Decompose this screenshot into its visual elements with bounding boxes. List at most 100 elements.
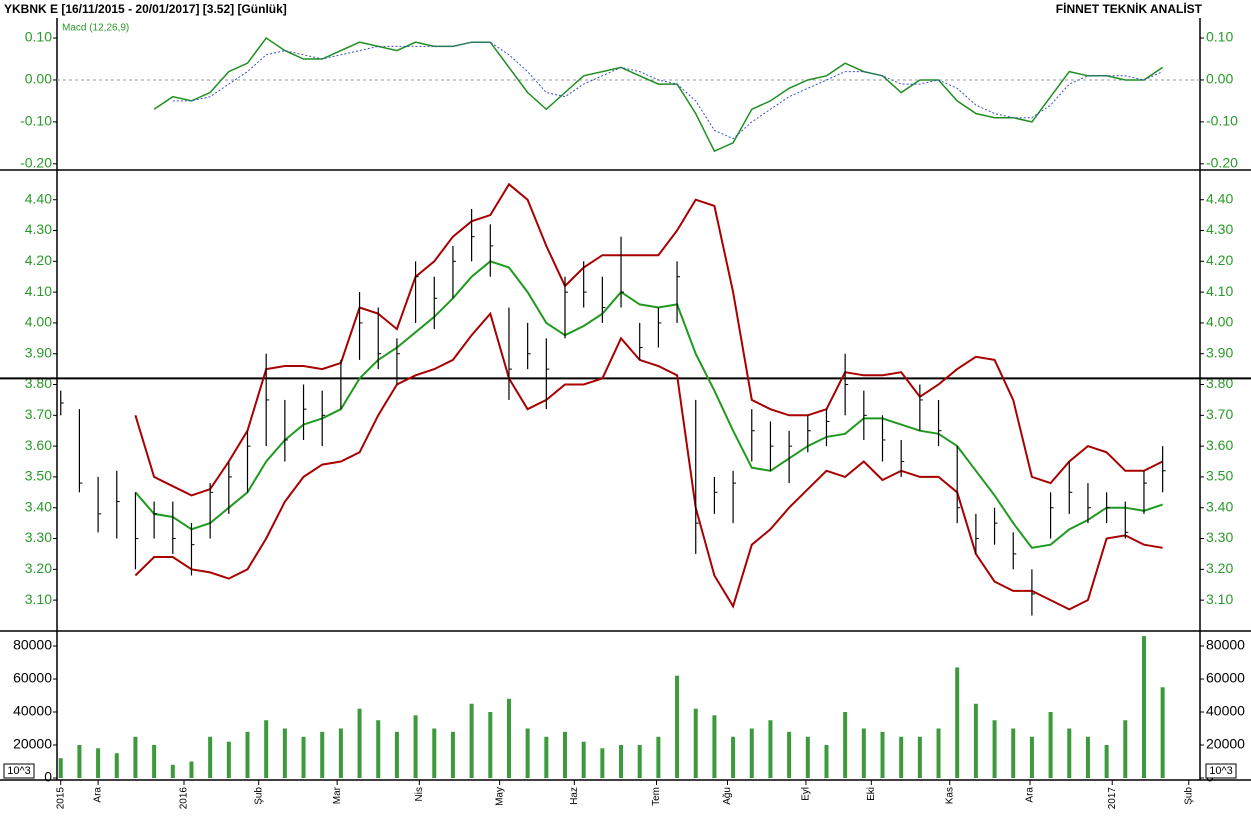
y-tick-label: 3.90 bbox=[25, 344, 52, 360]
band-line bbox=[134, 182, 1164, 497]
volume-bar bbox=[170, 764, 175, 778]
x-tick-label: Ara bbox=[1025, 787, 1036, 803]
volume-bar bbox=[245, 731, 250, 778]
y-tick-label: 4.10 bbox=[1206, 283, 1233, 299]
volume-bar bbox=[469, 703, 474, 778]
volume-bar bbox=[394, 731, 399, 778]
y-tick-label: 3.60 bbox=[25, 437, 52, 453]
y-tick-label: 0.00 bbox=[1206, 71, 1233, 87]
x-tick-label: Eki bbox=[866, 787, 877, 801]
volume-bar bbox=[1104, 745, 1109, 778]
volume-bar bbox=[899, 736, 904, 778]
x-tick-label: Mar bbox=[332, 786, 343, 804]
y-tick-label: 3.70 bbox=[25, 406, 52, 422]
y-tick-label: 4.30 bbox=[25, 221, 52, 237]
y-tick-label: 4.10 bbox=[25, 283, 52, 299]
x-tick-label: Şub bbox=[253, 787, 264, 805]
volume-bar bbox=[824, 745, 829, 778]
volume-bar bbox=[600, 748, 605, 778]
volume-bar bbox=[432, 728, 437, 778]
y-tick-label: 3.30 bbox=[1206, 529, 1233, 545]
volume-bar bbox=[581, 741, 586, 778]
volume-bar bbox=[544, 736, 549, 778]
volume-bar bbox=[619, 745, 624, 778]
y-tick-label: 3.10 bbox=[1206, 591, 1233, 607]
volume-bar bbox=[189, 761, 194, 778]
x-tick-label: Tem bbox=[651, 787, 662, 806]
volume-bar bbox=[749, 728, 754, 778]
volume-bar bbox=[712, 715, 717, 778]
y-tick-label: 4.30 bbox=[1206, 221, 1233, 237]
y-tick-label: 3.50 bbox=[25, 468, 52, 484]
y-tick-label: 4.40 bbox=[1206, 190, 1233, 206]
volume-bar bbox=[450, 731, 455, 778]
volume-bar bbox=[488, 712, 493, 778]
y-tick-label: 3.40 bbox=[1206, 498, 1233, 514]
x-tick-label: Şub bbox=[1183, 787, 1194, 805]
y-tick-label: 3.40 bbox=[25, 498, 52, 514]
y-tick-label: 60000 bbox=[1206, 670, 1245, 686]
y-tick-label: 40000 bbox=[13, 703, 52, 719]
y-tick-label: 0 bbox=[44, 769, 52, 785]
unit-box bbox=[1205, 763, 1237, 779]
x-tick-label: Haz bbox=[569, 787, 580, 805]
volume-bar bbox=[413, 715, 418, 778]
x-tick-label: Eyl bbox=[801, 787, 812, 801]
volume-bar bbox=[1011, 728, 1016, 778]
volume-bar bbox=[152, 745, 157, 778]
y-tick-label: 0.00 bbox=[25, 71, 52, 87]
volume-bar bbox=[992, 720, 997, 778]
volume-bar bbox=[376, 720, 381, 778]
y-tick-label: -0.10 bbox=[1206, 113, 1238, 129]
volume-bar bbox=[320, 731, 325, 778]
volume-bar bbox=[301, 736, 306, 778]
y-tick-label: 4.00 bbox=[25, 314, 52, 330]
volume-bar bbox=[973, 703, 978, 778]
y-tick-label: 3.30 bbox=[25, 529, 52, 545]
y-tick-label: -0.20 bbox=[20, 155, 52, 171]
y-tick-label: 3.20 bbox=[25, 560, 52, 576]
volume-bar bbox=[656, 736, 661, 778]
y-tick-label: 40000 bbox=[1206, 703, 1245, 719]
volume-bar bbox=[96, 748, 101, 778]
y-tick-label: 80000 bbox=[1206, 637, 1245, 653]
y-tick-label: 4.40 bbox=[25, 190, 52, 206]
volume-bar bbox=[208, 736, 213, 778]
y-tick-label: 3.50 bbox=[1206, 468, 1233, 484]
y-tick-label: 4.20 bbox=[25, 252, 52, 268]
x-tick-label: Kas bbox=[944, 787, 955, 804]
volume-bar bbox=[1160, 687, 1165, 778]
x-tick-label: 2017 bbox=[1107, 787, 1118, 810]
volume-bar bbox=[114, 753, 119, 778]
volume-bar bbox=[264, 720, 269, 778]
volume-bar bbox=[936, 728, 941, 778]
volume-bar bbox=[58, 758, 63, 778]
volume-bar bbox=[1123, 720, 1128, 778]
volume-bar bbox=[843, 712, 848, 778]
volume-bar bbox=[357, 708, 362, 778]
volume-bar bbox=[525, 728, 530, 778]
x-tick-label: 2015 bbox=[55, 787, 66, 810]
y-tick-label: 4.00 bbox=[1206, 314, 1233, 330]
chart-title: YKBNK E [16/11/2015 - 20/01/2017] [3.52]… bbox=[4, 2, 287, 16]
x-tick-label: 2016 bbox=[179, 787, 190, 810]
y-tick-label: 60000 bbox=[13, 670, 52, 686]
y-tick-label: 3.70 bbox=[1206, 406, 1233, 422]
x-tick-label: Ara bbox=[93, 787, 104, 803]
volume-bar bbox=[1048, 712, 1053, 778]
macd-line bbox=[172, 41, 1163, 140]
band-line bbox=[134, 260, 1163, 549]
y-tick-label: 20000 bbox=[13, 736, 52, 752]
y-tick-label: 20000 bbox=[1206, 736, 1245, 752]
volume-bar bbox=[861, 728, 866, 778]
y-tick-label: 0.10 bbox=[1206, 29, 1233, 45]
volume-bar bbox=[637, 745, 642, 778]
volume-bar bbox=[1141, 636, 1146, 778]
volume-bar bbox=[77, 745, 82, 778]
volume-bar bbox=[955, 667, 960, 778]
volume-bar bbox=[768, 720, 773, 778]
y-tick-label: 80000 bbox=[13, 637, 52, 653]
volume-bar bbox=[917, 736, 922, 778]
y-tick-label: -0.20 bbox=[1206, 155, 1238, 171]
